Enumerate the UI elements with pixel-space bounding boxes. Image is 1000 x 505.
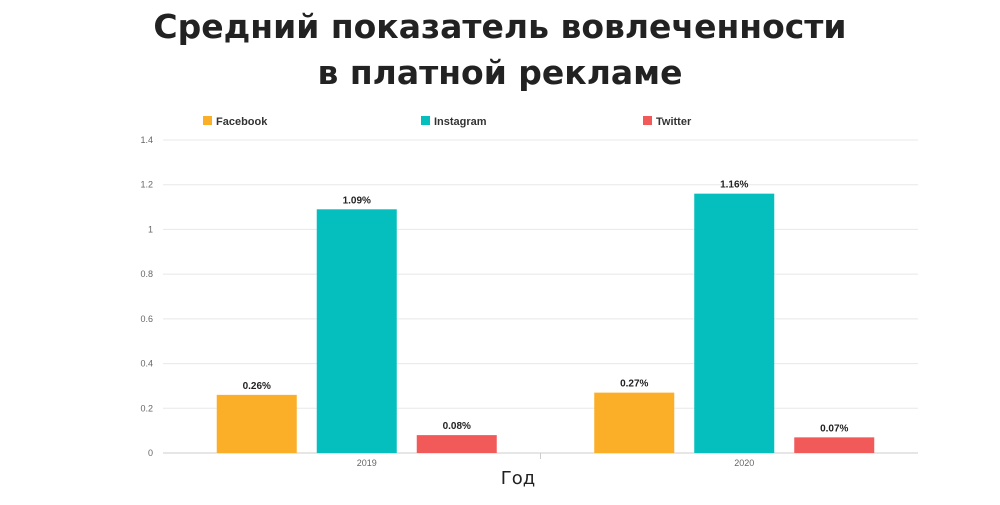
data-label: 0.26% <box>243 381 271 392</box>
bar-instagram-2020 <box>694 193 775 453</box>
x-tick-label: 2020 <box>734 458 754 468</box>
bar-facebook-2019 <box>216 394 297 453</box>
data-label: 0.08% <box>443 421 471 432</box>
y-tick-label: 0.6 <box>140 314 153 324</box>
legend-swatch-facebook <box>203 116 212 125</box>
chart-title-line-2: в платной рекламе <box>317 53 683 92</box>
data-label: 1.16% <box>720 180 748 191</box>
bar-twitter-2019 <box>416 435 497 453</box>
x-tick-label: 2019 <box>357 458 377 468</box>
legend-swatch-instagram <box>421 116 430 125</box>
chart-title-line-1: Средний показатель вовлеченности <box>153 7 847 46</box>
y-tick-label: 1.2 <box>140 180 153 190</box>
legend-label-twitter: Twitter <box>656 116 692 128</box>
y-tick-label: 0.2 <box>140 403 153 413</box>
legend-label-instagram: Instagram <box>434 116 487 128</box>
y-tick-label: 0 <box>148 448 153 458</box>
legend-label-facebook: Facebook <box>216 116 268 128</box>
legend: Facebook Instagram Twitter <box>203 116 692 128</box>
bars <box>216 193 875 453</box>
bar-twitter-2020 <box>794 437 875 453</box>
y-tick-label: 1.4 <box>140 135 153 145</box>
bar-instagram-2019 <box>316 209 397 453</box>
data-label: 0.07% <box>820 423 848 434</box>
data-labels: 0.26% 1.09% 0.08% 0.27% 1.16% 0.07% <box>243 180 849 435</box>
grid-lines <box>163 139 918 454</box>
y-tick-label: 0.4 <box>140 359 153 369</box>
x-axis-label: Год <box>501 468 535 489</box>
bar-facebook-2020 <box>594 392 675 453</box>
legend-swatch-twitter <box>643 116 652 125</box>
chart-title: Средний показатель вовлеченности в платн… <box>0 4 1000 96</box>
y-axis-ticks: 0 0.2 0.4 0.6 0.8 1 1.2 1.4 <box>140 135 153 458</box>
y-tick-label: 1 <box>148 224 153 234</box>
x-axis: 2019 2020 <box>357 453 754 468</box>
data-label: 1.09% <box>343 195 371 206</box>
y-tick-label: 0.8 <box>140 269 153 279</box>
data-label: 0.27% <box>620 379 648 390</box>
